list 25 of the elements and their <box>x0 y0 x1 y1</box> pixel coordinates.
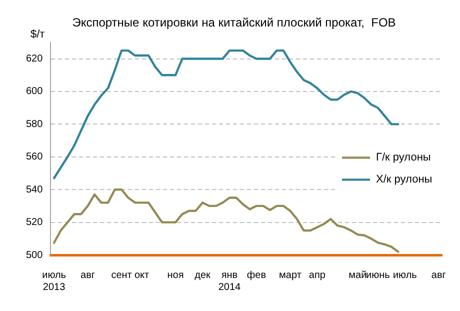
x-tick-label: янв 2014 <box>218 270 242 293</box>
x-tick-label: фев <box>246 270 266 281</box>
y-tick-label: 500 <box>26 250 44 261</box>
legend-label: Г/к рулоны <box>376 152 431 164</box>
x-tick-label: окт <box>134 270 150 281</box>
legend-label: Х/к рулоны <box>376 174 432 186</box>
y-tick-label: 600 <box>26 86 44 98</box>
y-tick-label: 620 <box>26 54 44 65</box>
x-tick-label: март <box>279 270 302 281</box>
x-tick-label: апр <box>308 270 326 281</box>
y-axis-title: $/т <box>30 28 45 40</box>
x-tick-label: сент <box>111 270 132 281</box>
x-tick-label: июль <box>392 270 417 281</box>
x-tick-label: ноя <box>167 270 184 281</box>
y-tick-label: 560 <box>26 152 44 163</box>
y-tick-label: 520 <box>26 217 44 228</box>
y-tick-label: 580 <box>26 118 44 130</box>
x-tick-label: май <box>348 270 367 281</box>
x-tick-label: июнь <box>366 270 390 281</box>
x-tick-label: авг <box>431 270 446 281</box>
y-tick-label: 540 <box>26 184 44 196</box>
x-tick-label: дек <box>194 270 212 281</box>
x-tick-label: июль 2013 <box>42 270 66 293</box>
x-tick-label: авг <box>80 270 96 281</box>
chart-title: Экспортные котировки на китайский плоский прокат, FOB <box>72 16 396 30</box>
